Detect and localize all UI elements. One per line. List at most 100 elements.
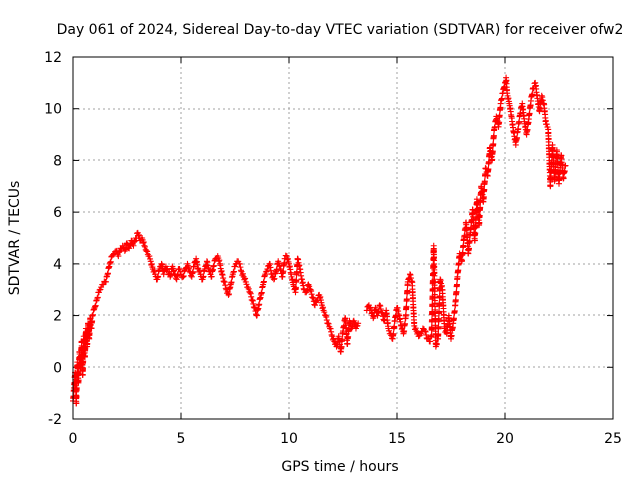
data-point bbox=[344, 340, 351, 347]
data-point bbox=[477, 204, 484, 211]
data-point bbox=[435, 315, 442, 322]
data-point bbox=[75, 369, 82, 376]
data-point bbox=[436, 300, 443, 307]
data-point bbox=[88, 325, 95, 332]
data-point bbox=[460, 242, 467, 249]
data-point bbox=[476, 212, 483, 219]
data-point bbox=[345, 333, 352, 340]
data-point bbox=[402, 311, 409, 318]
y-tick-label: 0 bbox=[53, 360, 62, 376]
data-point bbox=[481, 186, 488, 193]
data-point bbox=[258, 289, 265, 296]
data-point bbox=[293, 268, 300, 275]
data-point bbox=[458, 257, 465, 264]
data-point bbox=[73, 392, 80, 399]
data-point bbox=[292, 284, 299, 291]
data-point bbox=[524, 126, 531, 133]
grid bbox=[73, 57, 613, 419]
data-point bbox=[80, 358, 87, 365]
data-point bbox=[141, 242, 148, 249]
data-point bbox=[466, 237, 473, 244]
x-tick-label: 5 bbox=[177, 431, 186, 447]
x-tick-label: 25 bbox=[604, 431, 622, 447]
data-point bbox=[498, 95, 505, 102]
y-tick-label: 10 bbox=[44, 102, 62, 118]
data-point bbox=[293, 277, 300, 284]
data-point bbox=[243, 281, 250, 288]
data-point bbox=[404, 287, 411, 294]
data-point bbox=[228, 279, 235, 286]
data-point bbox=[427, 338, 434, 345]
x-tick-label: 20 bbox=[496, 431, 514, 447]
data-point bbox=[436, 292, 443, 299]
data-point bbox=[190, 268, 197, 275]
data-point bbox=[386, 327, 393, 334]
data-point bbox=[89, 318, 96, 325]
data-point bbox=[514, 134, 521, 141]
data-point bbox=[325, 320, 332, 327]
data-point bbox=[200, 273, 207, 280]
data-point bbox=[428, 332, 435, 339]
y-tick-labels: -2 0 2 4 6 8 10 12 bbox=[44, 50, 62, 428]
data-point bbox=[472, 230, 479, 237]
data-point bbox=[435, 323, 442, 330]
data-point bbox=[480, 193, 487, 200]
y-tick-label: 8 bbox=[53, 153, 62, 169]
data-point bbox=[403, 295, 410, 302]
data-point bbox=[367, 304, 374, 311]
data-point bbox=[401, 328, 408, 335]
data-point bbox=[306, 283, 313, 290]
data-point bbox=[390, 330, 397, 337]
data-point bbox=[428, 324, 435, 331]
data-point bbox=[79, 365, 86, 372]
x-tick-labels: 0 5 10 15 20 25 bbox=[69, 431, 622, 447]
data-point bbox=[489, 148, 496, 155]
data-point bbox=[496, 112, 503, 119]
data-point bbox=[451, 307, 458, 314]
data-point bbox=[560, 175, 567, 182]
data-point bbox=[547, 182, 554, 189]
data-point bbox=[260, 278, 267, 285]
data-point bbox=[176, 265, 183, 272]
data-point bbox=[471, 237, 478, 244]
data-point bbox=[543, 121, 550, 128]
data-point bbox=[256, 301, 263, 308]
data-point bbox=[86, 330, 93, 337]
data-point bbox=[485, 158, 492, 165]
data-point bbox=[321, 309, 328, 316]
data-point bbox=[146, 253, 153, 260]
data-point bbox=[466, 245, 472, 252]
data-point bbox=[515, 125, 522, 132]
data-point bbox=[75, 377, 82, 384]
x-tick-label: 10 bbox=[280, 431, 298, 447]
data-point bbox=[452, 296, 459, 303]
y-axis-label: SDTVAR / TECUs bbox=[7, 181, 23, 296]
x-axis-label: GPS time / hours bbox=[281, 459, 398, 475]
data-point bbox=[208, 273, 215, 280]
data-point bbox=[485, 165, 492, 172]
x-tick-label: 15 bbox=[388, 431, 406, 447]
data-point bbox=[450, 315, 457, 322]
data-point bbox=[496, 119, 503, 126]
data-point bbox=[355, 320, 362, 327]
data-point bbox=[84, 340, 91, 347]
data-point bbox=[81, 352, 88, 359]
data-point bbox=[155, 273, 162, 280]
data-point bbox=[526, 110, 533, 117]
data-point bbox=[435, 331, 442, 338]
data-point bbox=[254, 312, 261, 319]
plot-frame bbox=[72, 56, 614, 420]
x-tick-label: 0 bbox=[69, 431, 78, 447]
data-point bbox=[412, 325, 419, 332]
data-point bbox=[225, 291, 232, 298]
y-tick-label: 2 bbox=[53, 309, 62, 325]
data-point bbox=[403, 303, 410, 310]
data-point bbox=[339, 336, 346, 343]
data-point bbox=[313, 298, 320, 305]
data-point bbox=[490, 132, 497, 139]
data-point bbox=[73, 384, 80, 391]
data-point bbox=[402, 320, 409, 327]
data-point bbox=[73, 400, 80, 407]
data-point bbox=[448, 332, 455, 339]
